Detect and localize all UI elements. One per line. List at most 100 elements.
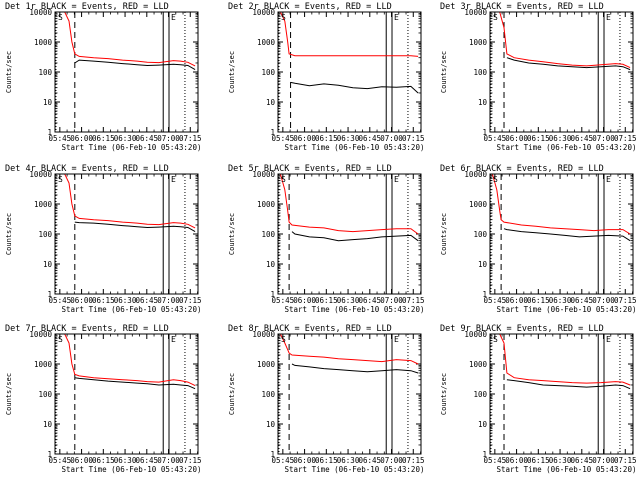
x-axis-label: Start Time (06-Feb-10 05:43:20)	[497, 465, 637, 474]
y-tick-label: 10000	[464, 330, 487, 339]
y-tick-label: 100	[473, 230, 487, 239]
marker-start-label: S	[281, 175, 286, 184]
series-lld-line	[499, 12, 631, 69]
series-events-line	[290, 81, 419, 94]
x-axis-label: Start Time (06-Feb-10 05:43:20)	[62, 305, 202, 314]
x-tick-label: 06:15	[92, 296, 115, 305]
panel-plot-area	[490, 174, 631, 294]
panel-frame	[489, 333, 634, 455]
panel-plot-area	[55, 334, 196, 454]
panel-title: Det 2r BLACK = Events, RED = LLD	[228, 2, 392, 12]
x-tick-label: 07:00	[592, 456, 615, 465]
y-tick-label: 10	[43, 260, 53, 269]
panel-title: Det 7r BLACK = Events, RED = LLD	[5, 324, 169, 334]
series-events-line	[506, 57, 631, 71]
panel-det-6r: Det 6r BLACK = Events, RED = LLD Counts/s…	[440, 164, 637, 314]
x-tick-label: 06:00	[293, 134, 316, 143]
x-tick-label: 06:45	[359, 296, 382, 305]
y-axis-label: Counts/sec	[5, 213, 13, 255]
y-tick-label: 100	[38, 390, 52, 399]
x-tick-label: 06:45	[571, 296, 594, 305]
x-tick-label: 06:30	[114, 296, 137, 305]
panel-frame	[277, 173, 422, 295]
x-tick-label: 06:30	[337, 296, 360, 305]
x-tick-label: 05:45	[272, 296, 295, 305]
y-tick-label: 10000	[252, 170, 275, 179]
panel-title: Det 4r BLACK = Events, RED = LLD	[5, 164, 169, 174]
series-events-line	[506, 379, 631, 390]
x-tick-label: 07:00	[380, 456, 403, 465]
x-tick-label: 05:45	[484, 456, 507, 465]
panel-plot-area	[55, 12, 196, 132]
panel-plot-area	[278, 174, 419, 294]
y-tick-label: 10	[266, 260, 276, 269]
panel-frame	[54, 11, 199, 133]
series-events-line	[74, 221, 196, 233]
x-tick-label: 07:15	[402, 456, 425, 465]
marker-end-label: E	[171, 175, 176, 184]
y-tick-label: 10000	[29, 330, 52, 339]
marker-end-label: E	[394, 335, 399, 344]
marker-end-label: E	[171, 13, 176, 22]
y-tick-label: 1000	[34, 360, 53, 369]
x-tick-label: 07:15	[179, 134, 202, 143]
x-tick-label: 07:00	[157, 296, 180, 305]
x-tick-label: 06:30	[337, 134, 360, 143]
y-tick-label: 10000	[464, 170, 487, 179]
x-tick-label: 06:15	[527, 134, 550, 143]
x-tick-label: 07:00	[380, 134, 403, 143]
y-tick-label: 10	[266, 98, 276, 107]
panel-det-9r: Det 9r BLACK = Events, RED = LLD Counts/s…	[440, 324, 637, 474]
y-tick-label: 100	[38, 68, 52, 77]
y-tick-label: 1	[270, 450, 275, 459]
x-tick-label: 06:30	[114, 456, 137, 465]
series-lld-line	[279, 12, 419, 57]
marker-start-label: S	[281, 13, 286, 22]
x-tick-label: 06:15	[527, 296, 550, 305]
panel-frame	[277, 333, 422, 455]
series-events-line	[291, 231, 419, 242]
x-tick-label: 07:00	[592, 296, 615, 305]
y-tick-label: 1	[47, 128, 52, 137]
x-tick-label: 05:45	[49, 456, 72, 465]
marker-start-label: S	[493, 335, 498, 344]
y-tick-label: 10	[478, 260, 488, 269]
x-axis-label: Start Time (06-Feb-10 05:43:20)	[285, 305, 425, 314]
y-axis-label: Counts/sec	[5, 51, 13, 93]
marker-end-label: E	[171, 335, 176, 344]
series-lld-line	[64, 174, 196, 229]
panel-plot-area	[55, 174, 196, 294]
x-axis-label: Start Time (06-Feb-10 05:43:20)	[497, 305, 637, 314]
series-events-line	[74, 377, 196, 390]
panel-det-2r: Det 2r BLACK = Events, RED = LLD Counts/s…	[228, 2, 425, 152]
y-axis-label: Counts/sec	[440, 213, 448, 255]
y-tick-label: 10	[43, 98, 53, 107]
y-tick-label: 10	[478, 420, 488, 429]
x-tick-label: 06:45	[136, 456, 159, 465]
x-axis-label: Start Time (06-Feb-10 05:43:20)	[285, 465, 425, 474]
y-tick-label: 1	[270, 290, 275, 299]
y-tick-label: 1000	[257, 200, 276, 209]
x-tick-label: 06:15	[92, 134, 115, 143]
y-tick-label: 1	[482, 128, 487, 137]
marker-end-label: E	[606, 175, 611, 184]
x-tick-label: 05:45	[484, 296, 507, 305]
panel-title: Det 5r BLACK = Events, RED = LLD	[228, 164, 392, 174]
x-axis-label: Start Time (06-Feb-10 05:43:20)	[62, 143, 202, 152]
x-tick-label: 07:15	[402, 134, 425, 143]
x-tick-label: 07:15	[402, 296, 425, 305]
panel-title: Det 9r BLACK = Events, RED = LLD	[440, 324, 604, 334]
x-tick-label: 07:15	[614, 134, 637, 143]
y-tick-label: 1000	[257, 360, 276, 369]
x-tick-label: 06:15	[315, 296, 338, 305]
y-tick-label: 100	[473, 390, 487, 399]
y-tick-label: 100	[473, 68, 487, 77]
series-events-line	[74, 59, 196, 71]
x-tick-label: 06:30	[549, 456, 572, 465]
x-tick-label: 06:30	[549, 134, 572, 143]
x-axis-label: Start Time (06-Feb-10 05:43:20)	[62, 465, 202, 474]
x-tick-label: 06:45	[571, 134, 594, 143]
x-tick-label: 06:00	[293, 296, 316, 305]
y-tick-label: 1000	[469, 360, 488, 369]
